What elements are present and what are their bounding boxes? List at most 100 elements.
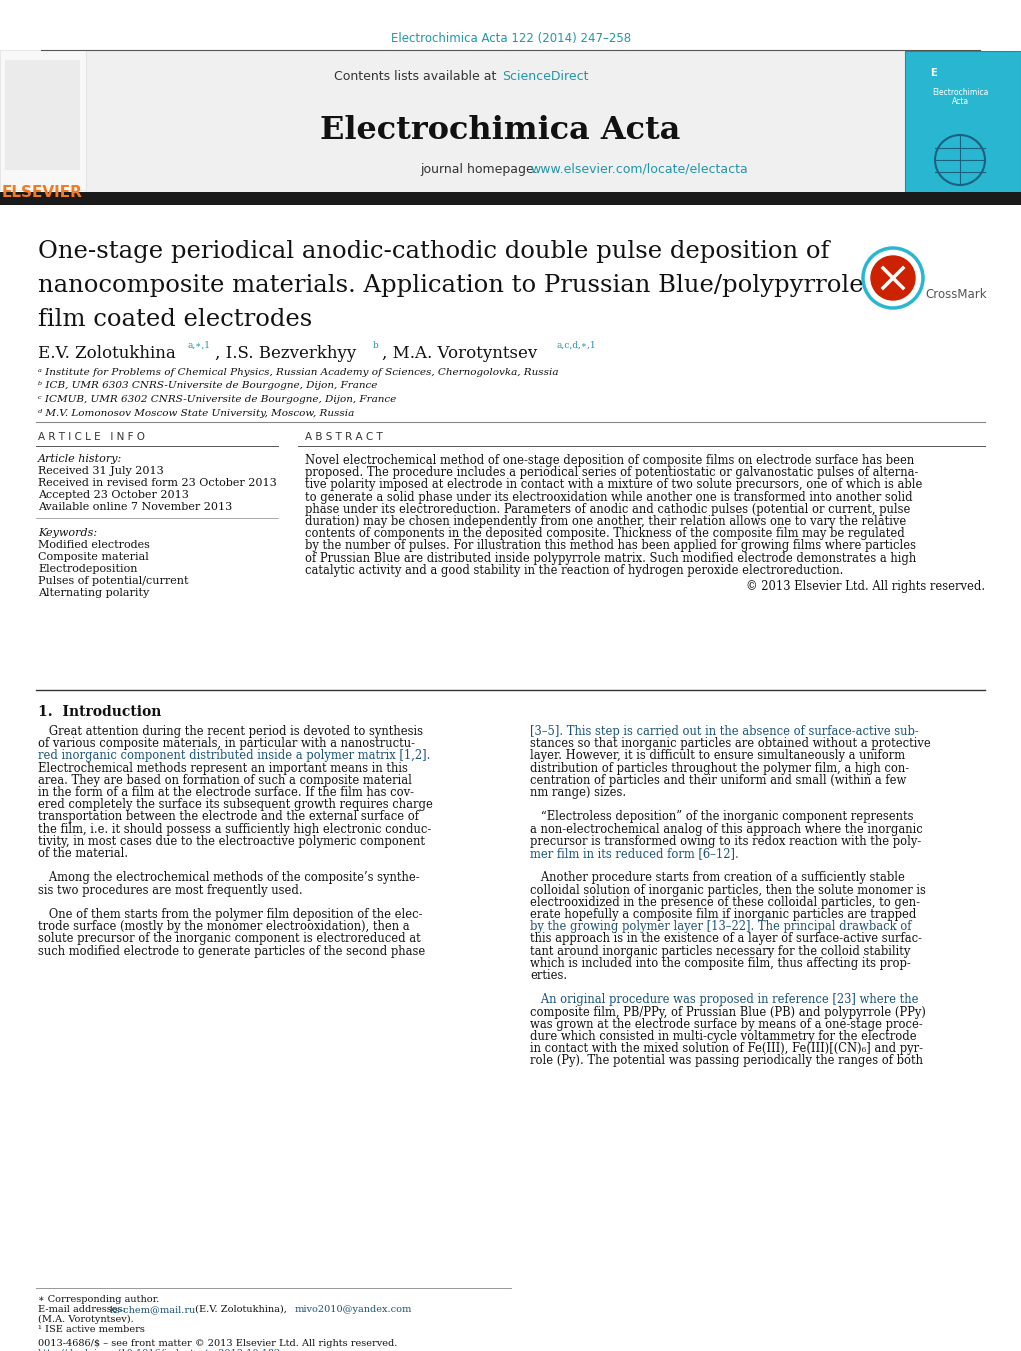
Text: was grown at the electrode surface by means of a one-stage proce-: was grown at the electrode surface by me… (530, 1017, 923, 1031)
Text: Received in revised form 23 October 2013: Received in revised form 23 October 2013 (38, 478, 277, 488)
Text: 1.  Introduction: 1. Introduction (38, 705, 161, 719)
Text: ᶜ ICMUB, UMR 6302 CNRS-Universite de Bourgogne, Dijon, France: ᶜ ICMUB, UMR 6302 CNRS-Universite de Bou… (38, 394, 396, 404)
Text: of the material.: of the material. (38, 847, 128, 861)
Text: 0013-4686/$ – see front matter © 2013 Elsevier Ltd. All rights reserved.: 0013-4686/$ – see front matter © 2013 El… (38, 1339, 397, 1348)
Text: tivity, in most cases due to the electroactive polymeric component: tivity, in most cases due to the electro… (38, 835, 425, 848)
Text: “Electroless deposition” of the inorganic component represents: “Electroless deposition” of the inorgani… (530, 811, 914, 823)
Text: a,∗,1: a,∗,1 (187, 340, 210, 350)
Text: composite film, PB/PPy, of Prussian Blue (PB) and polypyrrole (PPy): composite film, PB/PPy, of Prussian Blue… (530, 1005, 926, 1019)
Text: A R T I C L E   I N F O: A R T I C L E I N F O (38, 432, 145, 442)
Text: ᵈ M.V. Lomonosov Moscow State University, Moscow, Russia: ᵈ M.V. Lomonosov Moscow State University… (38, 408, 354, 417)
Text: Pulses of potential/current: Pulses of potential/current (38, 576, 189, 586)
Text: Electrochimica Acta 122 (2014) 247–258: Electrochimica Acta 122 (2014) 247–258 (391, 32, 631, 45)
Text: tant around inorganic particles necessary for the colloid stability: tant around inorganic particles necessar… (530, 944, 911, 958)
Text: such modified electrode to generate particles of the second phase: such modified electrode to generate part… (38, 944, 426, 958)
Text: journal homepage:: journal homepage: (420, 163, 542, 176)
Text: http://dx.doi.org/10.1016/j.electacta.2013.10.182: http://dx.doi.org/10.1016/j.electacta.20… (38, 1350, 281, 1351)
Text: this approach is in the existence of a layer of surface-active surfac-: this approach is in the existence of a l… (530, 932, 922, 946)
Text: ᵃ Institute for Problems of Chemical Physics, Russian Academy of Sciences, Chern: ᵃ Institute for Problems of Chemical Phy… (38, 367, 558, 377)
Text: (E.V. Zolotukhina),: (E.V. Zolotukhina), (192, 1305, 290, 1315)
Text: www.elsevier.com/locate/electacta: www.elsevier.com/locate/electacta (530, 163, 747, 176)
Text: Received 31 July 2013: Received 31 July 2013 (38, 466, 163, 476)
Text: of Prussian Blue are distributed inside polypyrrole matrix. Such modified electr: of Prussian Blue are distributed inside … (305, 551, 916, 565)
Text: A B S T R A C T: A B S T R A C T (305, 432, 383, 442)
Text: distribution of particles throughout the polymer film, a high con-: distribution of particles throughout the… (530, 762, 909, 774)
Bar (85, 51, 905, 195)
Text: film coated electrodes: film coated electrodes (38, 308, 312, 331)
Bar (905, 51, 1021, 196)
Text: stances so that inorganic particles are obtained without a protective: stances so that inorganic particles are … (530, 738, 931, 750)
Text: contents of components in the deposited composite. Thickness of the composite fi: contents of components in the deposited … (305, 527, 905, 540)
Text: Available online 7 November 2013: Available online 7 November 2013 (38, 503, 232, 512)
Text: Article history:: Article history: (38, 454, 123, 463)
Text: Alternating polarity: Alternating polarity (38, 588, 149, 598)
Text: dure which consisted in multi-cycle voltammetry for the electrode: dure which consisted in multi-cycle volt… (530, 1029, 917, 1043)
Text: solute precursor of the inorganic component is electroreduced at: solute precursor of the inorganic compon… (38, 932, 421, 946)
Text: ¹ ISE active members: ¹ ISE active members (38, 1325, 145, 1333)
Text: proposed. The procedure includes a periodical series of potentiostatic or galvan: proposed. The procedure includes a perio… (305, 466, 918, 480)
Text: Great attention during the recent period is devoted to synthesis: Great attention during the recent period… (38, 725, 423, 738)
Text: E: E (930, 68, 936, 78)
Text: erties.: erties. (530, 969, 567, 982)
Text: electrooxidized in the presence of these colloidal particles, to gen-: electrooxidized in the presence of these… (530, 896, 920, 909)
Text: trode surface (mostly by the monomer electrooxidation), then a: trode surface (mostly by the monomer ele… (38, 920, 409, 934)
Text: precursor is transformed owing to its redox reaction with the poly-: precursor is transformed owing to its re… (530, 835, 921, 848)
Text: mer film in its reduced form [6–12].: mer film in its reduced form [6–12]. (530, 847, 739, 861)
Text: mivo2010@yandex.com: mivo2010@yandex.com (295, 1305, 412, 1315)
Text: nm range) sizes.: nm range) sizes. (530, 786, 626, 798)
Text: duration) may be chosen independently from one another, their relation allows on: duration) may be chosen independently fr… (305, 515, 907, 528)
Text: catalytic activity and a good stability in the reaction of hydrogen peroxide ele: catalytic activity and a good stability … (305, 563, 843, 577)
Text: a,c,d,∗,1: a,c,d,∗,1 (556, 340, 595, 350)
Text: ks-chem@mail.ru: ks-chem@mail.ru (110, 1305, 196, 1315)
Text: Another procedure starts from creation of a sufficiently stable: Another procedure starts from creation o… (530, 871, 905, 885)
Text: by the number of pulses. For illustration this method has been applied for growi: by the number of pulses. For illustratio… (305, 539, 916, 553)
Bar (0, 192, 1021, 205)
Text: erate hopefully a composite film if inorganic particles are trapped: erate hopefully a composite film if inor… (530, 908, 917, 921)
Text: b: b (373, 340, 379, 350)
Text: Contents lists available at: Contents lists available at (334, 70, 500, 82)
Text: by the growing polymer layer [13–22]. The principal drawback of: by the growing polymer layer [13–22]. Th… (530, 920, 912, 934)
Text: to generate a solid phase under its electrooxidation while another one is transf: to generate a solid phase under its elec… (305, 490, 913, 504)
Text: colloidal solution of inorganic particles, then the solute monomer is: colloidal solution of inorganic particle… (530, 884, 926, 897)
Text: nanocomposite materials. Application to Prussian Blue/polypyrrole: nanocomposite materials. Application to … (38, 274, 864, 297)
Text: Among the electrochemical methods of the composite’s synthe-: Among the electrochemical methods of the… (38, 871, 420, 885)
Text: the film, i.e. it should possess a sufficiently high electronic conduc-: the film, i.e. it should possess a suffi… (38, 823, 431, 836)
Text: role (Py). The potential was passing periodically the ranges of both: role (Py). The potential was passing per… (530, 1054, 923, 1067)
Text: [3–5]. This step is carried out in the absence of surface-active sub-: [3–5]. This step is carried out in the a… (530, 725, 919, 738)
Text: layer. However, it is difficult to ensure simultaneously a uniform: layer. However, it is difficult to ensur… (530, 750, 906, 762)
Text: (M.A. Vorotyntsev).: (M.A. Vorotyntsev). (38, 1315, 134, 1324)
Text: E.V. Zolotukhina: E.V. Zolotukhina (38, 345, 176, 362)
Text: Accepted 23 October 2013: Accepted 23 October 2013 (38, 490, 189, 500)
Text: Keywords:: Keywords: (38, 528, 97, 538)
Text: in the form of a film at the electrode surface. If the film has cov-: in the form of a film at the electrode s… (38, 786, 414, 798)
Text: which is included into the composite film, thus affecting its prop-: which is included into the composite fil… (530, 957, 911, 970)
Text: ᵇ ICB, UMR 6303 CNRS-Universite de Bourgogne, Dijon, France: ᵇ ICB, UMR 6303 CNRS-Universite de Bourg… (38, 381, 378, 390)
Text: ELSEVIER: ELSEVIER (2, 185, 83, 200)
Text: ered completely the surface its subsequent growth requires charge: ered completely the surface its subseque… (38, 798, 433, 811)
Text: of various composite materials, in particular with a nanostructu-: of various composite materials, in parti… (38, 738, 415, 750)
Text: a non-electrochemical analog of this approach where the inorganic: a non-electrochemical analog of this app… (530, 823, 923, 836)
Text: Electrodeposition: Electrodeposition (38, 563, 138, 574)
Text: , M.A. Vorotyntsev: , M.A. Vorotyntsev (382, 345, 537, 362)
Text: Acta: Acta (952, 97, 969, 105)
Text: sis two procedures are most frequently used.: sis two procedures are most frequently u… (38, 884, 302, 897)
Text: , I.S. Bezverkhyy: , I.S. Bezverkhyy (215, 345, 356, 362)
Text: area. They are based on formation of such a composite material: area. They are based on formation of suc… (38, 774, 411, 786)
Bar (0, 50, 86, 190)
Bar (5, 59, 80, 170)
Text: tive polarity imposed at electrode in contact with a mixture of two solute precu: tive polarity imposed at electrode in co… (305, 478, 922, 492)
Text: © 2013 Elsevier Ltd. All rights reserved.: © 2013 Elsevier Ltd. All rights reserved… (746, 580, 985, 593)
Text: One of them starts from the polymer film deposition of the elec-: One of them starts from the polymer film… (38, 908, 423, 921)
Text: phase under its electroreduction. Parameters of anodic and cathodic pulses (pote: phase under its electroreduction. Parame… (305, 503, 911, 516)
Text: Modified electrodes: Modified electrodes (38, 540, 150, 550)
Text: red inorganic component distributed inside a polymer matrix [1,2].: red inorganic component distributed insi… (38, 750, 431, 762)
Text: ∗ Corresponding author.: ∗ Corresponding author. (38, 1296, 159, 1304)
Text: E-mail addresses:: E-mail addresses: (38, 1305, 129, 1315)
Text: Electrochimica: Electrochimica (932, 88, 988, 97)
Text: Electrochimica Acta: Electrochimica Acta (320, 115, 680, 146)
Text: Composite material: Composite material (38, 553, 149, 562)
Text: in contact with the mixed solution of Fe(III), Fe(III)[(CN)₆] and pyr-: in contact with the mixed solution of Fe… (530, 1042, 923, 1055)
Text: Novel electrochemical method of one-stage deposition of composite films on elect: Novel electrochemical method of one-stag… (305, 454, 914, 467)
Text: transportation between the electrode and the external surface of: transportation between the electrode and… (38, 811, 419, 823)
Text: ScienceDirect: ScienceDirect (502, 70, 588, 82)
